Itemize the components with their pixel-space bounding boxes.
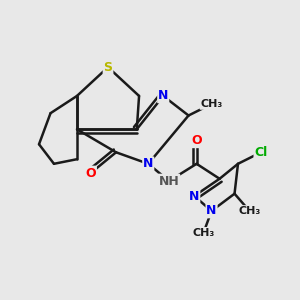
Text: N: N bbox=[158, 89, 168, 102]
Text: N: N bbox=[143, 157, 154, 170]
Text: NH: NH bbox=[159, 175, 179, 188]
Text: N: N bbox=[206, 205, 217, 218]
Text: CH₃: CH₃ bbox=[192, 228, 214, 238]
Text: O: O bbox=[191, 134, 202, 147]
Text: S: S bbox=[103, 61, 112, 74]
Text: O: O bbox=[85, 167, 96, 179]
Text: CH₃: CH₃ bbox=[200, 99, 223, 109]
Text: N: N bbox=[189, 190, 200, 202]
Text: CH₃: CH₃ bbox=[238, 206, 261, 216]
Text: Cl: Cl bbox=[254, 146, 268, 159]
